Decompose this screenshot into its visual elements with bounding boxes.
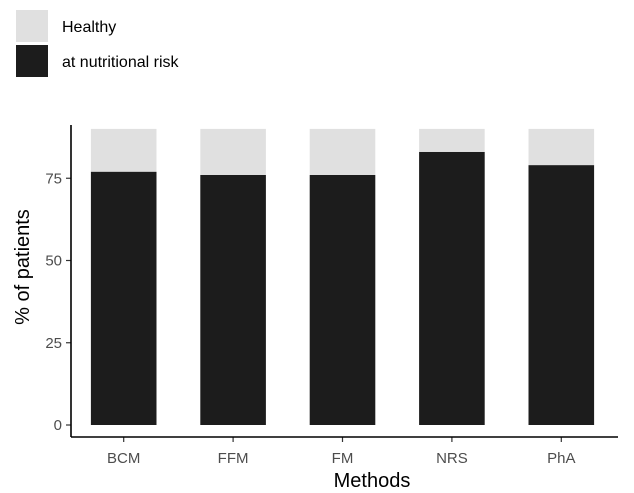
bar-bcm-at-nutritional-risk xyxy=(90,171,157,425)
legend-label-at-risk: at nutritional risk xyxy=(62,54,179,71)
bar-bcm-healthy xyxy=(90,128,157,172)
legend-label-healthy: Healthy xyxy=(62,19,116,36)
x-axis-ticks: BCM FFM FM NRS PhA xyxy=(107,437,575,467)
bar-pha-healthy xyxy=(528,128,595,166)
bar-ffm-healthy xyxy=(200,128,266,175)
y-tick-label-25: 25 xyxy=(45,335,62,352)
x-tick-label-bcm: BCM xyxy=(107,450,140,467)
legend: Healthy at nutritional risk xyxy=(16,10,179,77)
x-tick-label-nrs: NRS xyxy=(436,450,468,467)
bar-nrs-at-nutritional-risk xyxy=(419,151,485,425)
x-tick-label-ffm: FFM xyxy=(218,450,249,467)
bars-group xyxy=(90,128,595,425)
x-tick-label-fm: FM xyxy=(332,450,354,467)
bar-pha-at-nutritional-risk xyxy=(528,165,595,425)
y-tick-label-75: 75 xyxy=(45,170,62,187)
bar-ffm-at-nutritional-risk xyxy=(200,175,266,425)
legend-swatch-healthy xyxy=(16,10,48,42)
legend-swatch-at-risk xyxy=(16,45,48,77)
x-tick-label-pha: PhA xyxy=(547,450,575,467)
bar-nrs-healthy xyxy=(419,128,485,152)
y-tick-label-0: 0 xyxy=(54,417,62,434)
y-axis-title: % of patients xyxy=(12,209,34,325)
y-tick-label-50: 50 xyxy=(45,253,62,270)
y-axis-ticks: 0 25 50 75 xyxy=(45,170,71,434)
bar-fm-healthy xyxy=(309,128,376,175)
x-axis-title: Methods xyxy=(334,470,411,492)
bar-fm-at-nutritional-risk xyxy=(309,175,376,425)
